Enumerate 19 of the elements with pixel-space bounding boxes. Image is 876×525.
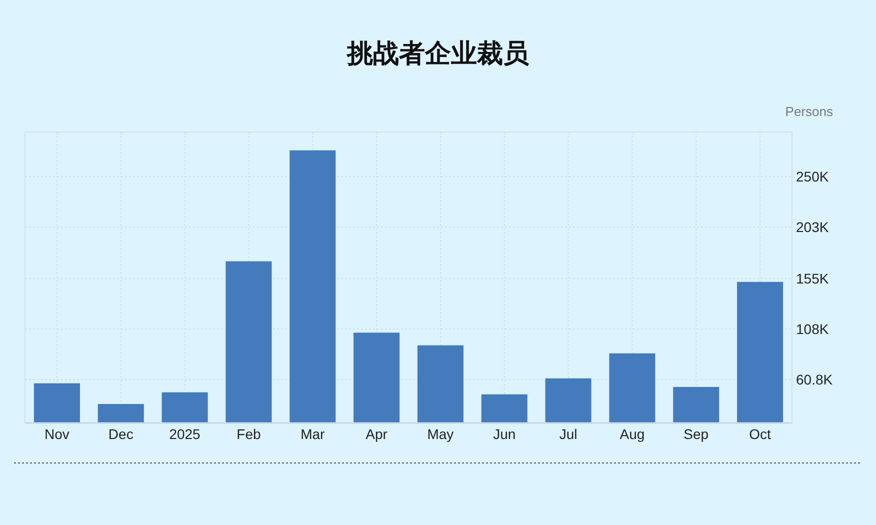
x-tick-label: Jun	[493, 426, 516, 442]
x-tick-label: May	[427, 426, 454, 442]
x-tick-label: Aug	[620, 426, 645, 442]
y-tick-label: 250K	[796, 168, 830, 185]
y-tick-label: 60.8K	[796, 372, 834, 388]
x-tick-label: Nov	[44, 426, 70, 442]
y-tick-label: 108K	[796, 321, 830, 338]
x-tick-label: Feb	[236, 426, 261, 442]
x-tick-label: Mar	[300, 426, 326, 442]
x-tick-label: Dec	[108, 426, 134, 442]
x-tick-label: Apr	[366, 426, 388, 442]
chart-title: 挑战者企业裁员	[346, 38, 530, 68]
x-tick-label: Sep	[684, 426, 709, 442]
y-tick-label: 203K	[796, 219, 830, 236]
y-tick-label: 155K	[796, 270, 830, 287]
x-tick-label: Jul	[559, 426, 578, 442]
x-tick-label: 2025	[169, 426, 201, 442]
x-tick-label: Oct	[749, 426, 772, 442]
y-axis-title: Persons	[785, 104, 834, 119]
